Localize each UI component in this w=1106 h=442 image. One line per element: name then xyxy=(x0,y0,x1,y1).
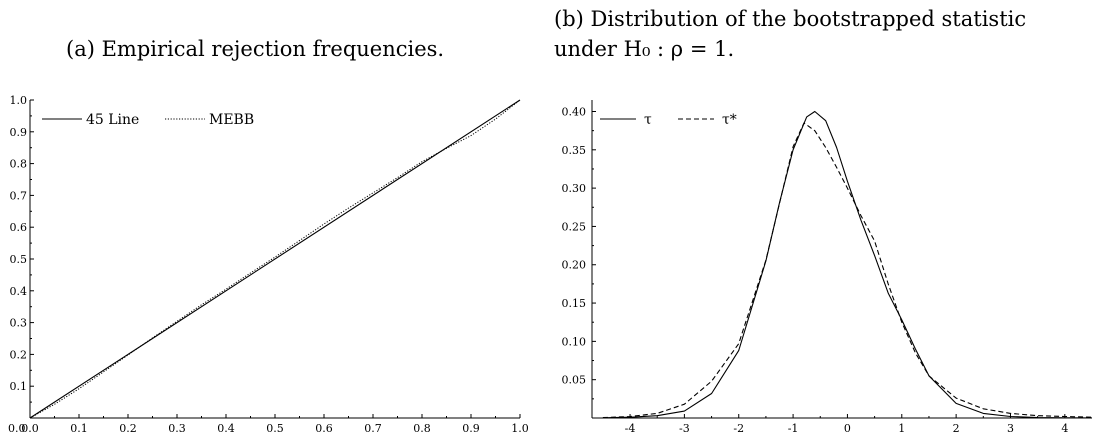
chart-a-x-tick-label: 0.8 xyxy=(413,422,431,435)
chart-a-x-tick-label: 0.0 xyxy=(21,422,39,435)
chart-b-y-tick-label: 0.25 xyxy=(562,220,587,233)
chart-a-x-tick-label: 0.7 xyxy=(364,422,382,435)
chart-b-x-tick-label: 1 xyxy=(898,422,905,435)
chart-a-y-tick-label: 0.6 xyxy=(10,221,28,234)
chart-a-y-tick-label: 0.7 xyxy=(10,189,28,202)
chart-a-x-tick-label: 0.3 xyxy=(168,422,186,435)
chart-b-x-tick-label: -1 xyxy=(788,422,799,435)
chart-b-legend-label: τ xyxy=(644,112,652,128)
chart-b-x-tick-label: -3 xyxy=(679,422,690,435)
chart-b-y-tick-label: 0.15 xyxy=(562,297,587,310)
chart-a-y-tick-label: 0.4 xyxy=(10,285,28,298)
chart-a-x-tick-label: 1.0 xyxy=(511,422,529,435)
chart-a-legend-label: 45 Line xyxy=(86,112,139,128)
chart-a-y-tick-label: 1.0 xyxy=(10,94,28,107)
chart-b-x-tick-label: -4 xyxy=(625,422,636,435)
caption-b: (b) Distribution of the bootstrapped sta… xyxy=(554,4,1026,64)
chart-b-y-tick-label: 0.35 xyxy=(562,144,587,157)
caption-a: (a) Empirical rejection frequencies. xyxy=(66,37,445,61)
chart-a-origin-label: 0.0 xyxy=(8,422,26,435)
chart-b-y-tick-label: 0.40 xyxy=(562,105,587,118)
chart-a-y-tick-label: 0.5 xyxy=(10,253,28,266)
chart-b-x-tick-label: 4 xyxy=(1061,422,1068,435)
chart-b-x-tick-label: 2 xyxy=(953,422,960,435)
chart-a-y-tick-label: 0.2 xyxy=(10,348,28,361)
chart-a-x-tick-label: 0.6 xyxy=(315,422,333,435)
chart-a-x-tick-label: 0.2 xyxy=(119,422,137,435)
chart-b-series-tau-star xyxy=(602,122,1093,419)
chart-a-x-tick-label: 0.9 xyxy=(462,422,480,435)
chart-b-legend-label: τ* xyxy=(722,112,737,128)
chart-b-y-tick-label: 0.30 xyxy=(562,182,587,195)
chart-b-x-tick-label: 3 xyxy=(1007,422,1014,435)
chart-a-x-tick-label: 0.5 xyxy=(266,422,284,435)
chart-a-x-tick-label: 0.4 xyxy=(217,422,235,435)
chart-b-y-tick-label: 0.05 xyxy=(562,374,587,387)
chart-b-y-tick-label: 0.10 xyxy=(562,335,587,348)
chart-b-x-tick-label: -2 xyxy=(733,422,744,435)
caption-b-line1: (b) Distribution of the bootstrapped sta… xyxy=(554,7,1027,31)
caption-b-line2: under H₀ : ρ = 1. xyxy=(554,37,735,61)
chart-a-y-tick-label: 0.8 xyxy=(10,158,28,171)
chart-a-x-tick-label: 0.1 xyxy=(70,422,88,435)
chart-a-y-tick-label: 0.1 xyxy=(10,380,28,393)
chart-a-y-tick-label: 0.9 xyxy=(10,126,28,139)
chart-b-x-tick-label: 0 xyxy=(844,422,851,435)
chart-b-series-tau xyxy=(602,110,1093,419)
chart-a-series-45-line xyxy=(29,99,521,419)
chart-a-legend-label: MEBB xyxy=(209,112,254,128)
chart-b-y-tick-label: 0.20 xyxy=(562,259,587,272)
chart-a-y-tick-label: 0.3 xyxy=(10,317,28,330)
